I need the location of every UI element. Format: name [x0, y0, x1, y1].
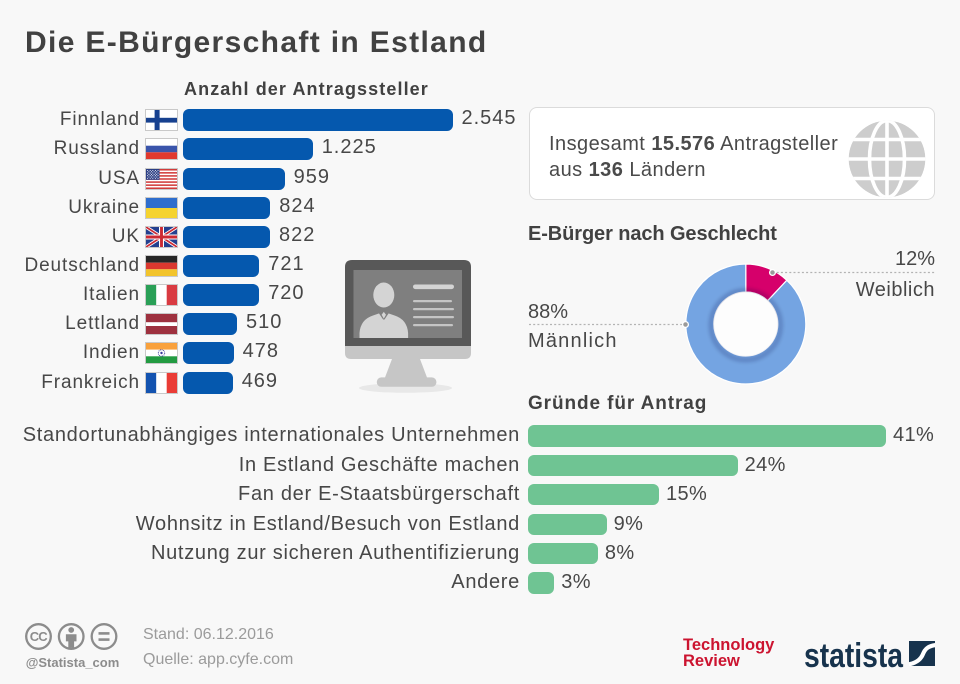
svg-text:CC: CC [30, 629, 49, 644]
svg-text:statista: statista [804, 637, 904, 672]
